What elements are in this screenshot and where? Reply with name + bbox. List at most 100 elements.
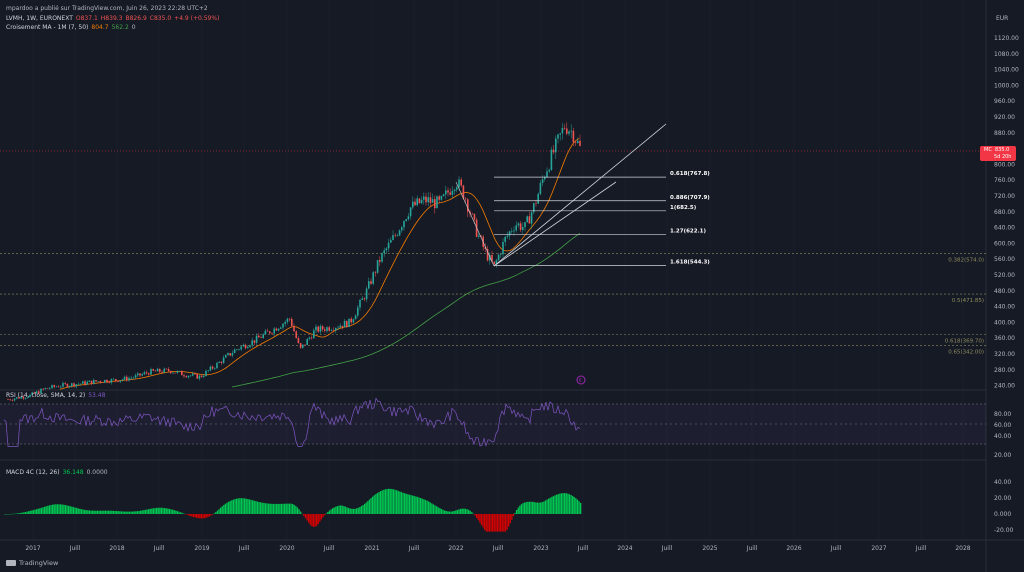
macd-bar	[527, 501, 529, 514]
tradingview-logo[interactable]: TradingView	[6, 559, 58, 567]
macd-bar	[68, 505, 70, 514]
rsi-axis[interactable]: 80.00 60.00 40.00 20.00	[994, 411, 1011, 459]
macd-bar	[124, 511, 126, 514]
macd-bar	[440, 509, 443, 514]
price-tick-label: 360.00	[994, 335, 1015, 342]
macd-axis[interactable]: 40.00 20.00 0.000 -20.00	[994, 479, 1014, 534]
candle-body	[427, 197, 429, 203]
macd-bar	[316, 514, 318, 526]
price-tick-label: 280.00	[994, 367, 1015, 374]
candle-body	[22, 396, 25, 399]
candle-body	[559, 133, 561, 135]
fib-retracement-right[interactable]: 0.382(574.0) 0.5(471.85) 0.618(369.70) 0.65…	[0, 253, 986, 356]
macd-bar	[332, 508, 334, 514]
macd-bar	[552, 496, 555, 514]
candle-body	[387, 242, 390, 249]
candle-body	[220, 361, 223, 363]
event-marker-icon[interactable]	[576, 375, 586, 385]
macd-bar	[240, 498, 243, 514]
candle-body	[194, 373, 196, 375]
macd-bar	[396, 490, 398, 514]
macd-bar	[114, 510, 116, 514]
macd-bar	[60, 504, 62, 514]
fib-extension[interactable]: 0.618(767.8) 0.886(707.9) 1(682.5) 1.27(622…	[494, 171, 710, 266]
macd-title[interactable]: MACD 4C (12, 26)	[6, 469, 60, 476]
candle-body	[233, 349, 236, 354]
macd-legend[interactable]: MACD 4C (12, 26) 36.148 0.0000	[6, 469, 108, 476]
rsi-tick-label: 80.00	[994, 411, 1011, 418]
macd-bar	[58, 504, 60, 514]
candle-body	[181, 370, 183, 376]
price-tick-label: 440.00	[994, 304, 1015, 311]
candle-body	[365, 288, 368, 300]
ma-fast-line[interactable]	[59, 138, 580, 390]
macd-bar	[372, 496, 374, 514]
macd-bar	[213, 513, 215, 514]
candle-body	[517, 223, 520, 226]
candle-body	[273, 328, 275, 334]
time-tick-label: Juill	[661, 545, 673, 552]
macd-bar	[260, 502, 262, 514]
macd-bar	[530, 501, 532, 514]
candle-body	[414, 201, 416, 206]
macd-histogram[interactable]	[4, 488, 582, 532]
macd-value-2: 0.0000	[86, 469, 108, 476]
candle-body	[493, 261, 495, 264]
symbol-legend[interactable]: LVMH, 1W, EURONEXT O837.1 H839.3 B826.9 …	[6, 15, 219, 22]
candle-body	[326, 327, 328, 331]
fib-leg-line[interactable]	[455, 181, 495, 267]
time-tick-label: Juill	[492, 545, 504, 552]
time-axis[interactable]: 2017 Juill 2018 Juill 2019 Juill 2020 Juill 2021…	[25, 545, 970, 552]
macd-bar	[557, 494, 559, 514]
macd-bar	[540, 502, 542, 514]
macd-bar	[237, 498, 239, 514]
price-axis[interactable]: 1120.00 1080.00 1040.00 1000.00 960.00 920.00…	[994, 35, 1019, 390]
macd-bar	[378, 492, 380, 514]
macd-bar	[44, 506, 46, 514]
candle-body	[55, 386, 58, 388]
indicator-legend[interactable]: Croisement MA - 1M (7, 50) 804.7 562.2 0	[6, 24, 136, 31]
rsi-legend[interactable]: RSI (14, close, SMA, 14, 2) 53.48	[6, 392, 105, 399]
rsi-tick-label: 40.00	[994, 433, 1011, 440]
macd-bar	[45, 506, 47, 514]
candle-body	[436, 196, 438, 209]
macd-bar	[111, 510, 113, 514]
macd-bar	[50, 504, 52, 514]
candle-body	[68, 386, 71, 388]
macd-bar	[85, 510, 87, 514]
macd-bar	[263, 502, 265, 514]
macd-bar	[384, 489, 387, 514]
candle-body	[86, 381, 88, 385]
macd-bar	[541, 502, 543, 514]
candle-body	[522, 227, 524, 231]
time-tick-label: 2027	[871, 545, 886, 552]
candle-body	[66, 383, 69, 388]
macd-bar	[223, 504, 225, 514]
macd-bar	[424, 499, 427, 514]
indicator-name[interactable]: Croisement MA - 1M (7, 50)	[6, 24, 89, 31]
trend-line-lower[interactable]	[493, 181, 617, 267]
ma-slow-line[interactable]	[231, 233, 581, 388]
macd-bar	[165, 508, 167, 514]
macd-bar	[130, 511, 132, 514]
trend-line-upper[interactable]	[493, 123, 667, 267]
macd-bar	[239, 498, 241, 514]
rsi-line[interactable]	[3, 397, 581, 447]
candle-body	[376, 260, 379, 273]
candle-body	[513, 230, 515, 232]
time-tick-label: Juill	[238, 545, 250, 552]
candles[interactable]	[7, 122, 581, 402]
candle-body	[396, 235, 399, 237]
price-tick-label: 320.00	[994, 351, 1015, 358]
macd-bar	[536, 502, 539, 514]
candle-body	[313, 330, 315, 339]
rsi-title[interactable]: RSI (14, close, SMA, 14, 2)	[6, 392, 86, 399]
macd-bar	[420, 498, 422, 514]
macd-bar	[103, 510, 105, 514]
fib-level-label: 1.27(622.1)	[670, 229, 706, 235]
macd-bar	[370, 497, 372, 514]
macd-bar	[108, 510, 110, 514]
symbol-name[interactable]: LVMH, 1W, EURONEXT	[6, 15, 73, 22]
candle-body	[16, 397, 18, 399]
